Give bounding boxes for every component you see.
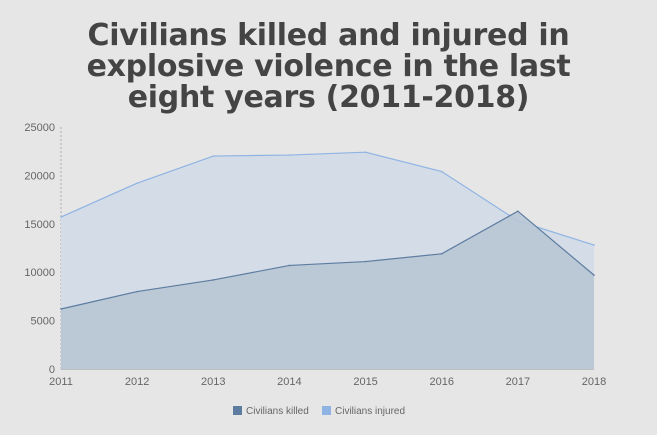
x-tick-label: 2018 [582,376,606,388]
x-tick-label: 2015 [353,376,377,388]
x-tick-label: 2017 [506,376,530,388]
point-civilians-killed [440,253,443,255]
y-tick-label: 15000 [24,219,55,231]
y-tick-label: 25000 [24,122,55,134]
chart-title-line-1: Civilians killed and injured in [87,18,570,53]
point-civilians-killed [364,260,367,263]
x-tick-label: 2013 [201,376,225,388]
chart-title-line-2: explosive violence in the last [86,49,571,84]
point-civilians-injured [136,182,138,184]
y-tick-label: 10000 [24,267,55,279]
point-civilians-injured [593,244,595,246]
point-civilians-killed [60,308,62,310]
point-civilians-injured [440,170,443,173]
y-tick-label: 20000 [24,170,55,182]
point-civilians-killed [593,274,595,276]
legend-swatch-civilians-killed [233,406,242,415]
x-tick-label: 2016 [429,376,453,388]
x-tick-label: 2014 [277,376,301,388]
point-civilians-injured [364,151,367,153]
point-civilians-killed [136,290,138,293]
line-civilians-injured [60,151,595,246]
area-civilians-killed [61,211,594,369]
x-tick-label: 2011 [49,376,73,388]
chart-title-line-3: eight years (2011-2018) [127,80,530,115]
legend-label-civilians-killed: Civilians killed [246,406,309,417]
line-civilians-killed [60,210,595,310]
point-civilians-killed [517,210,519,213]
point-civilians-injured [212,155,215,157]
point-civilians-killed [288,264,291,267]
x-tick-label: 2012 [125,376,149,388]
legend-swatch-civilians-injured [322,406,331,415]
legend-label-civilians-injured: Civilians injured [335,406,405,417]
point-civilians-killed [212,279,215,281]
point-civilians-injured [60,216,62,218]
y-tick-label: 0 [49,364,55,376]
chart-title: Civilians killed and injured in explosiv… [0,20,657,113]
point-civilians-injured [288,154,291,156]
y-tick-label: 5000 [31,316,55,328]
